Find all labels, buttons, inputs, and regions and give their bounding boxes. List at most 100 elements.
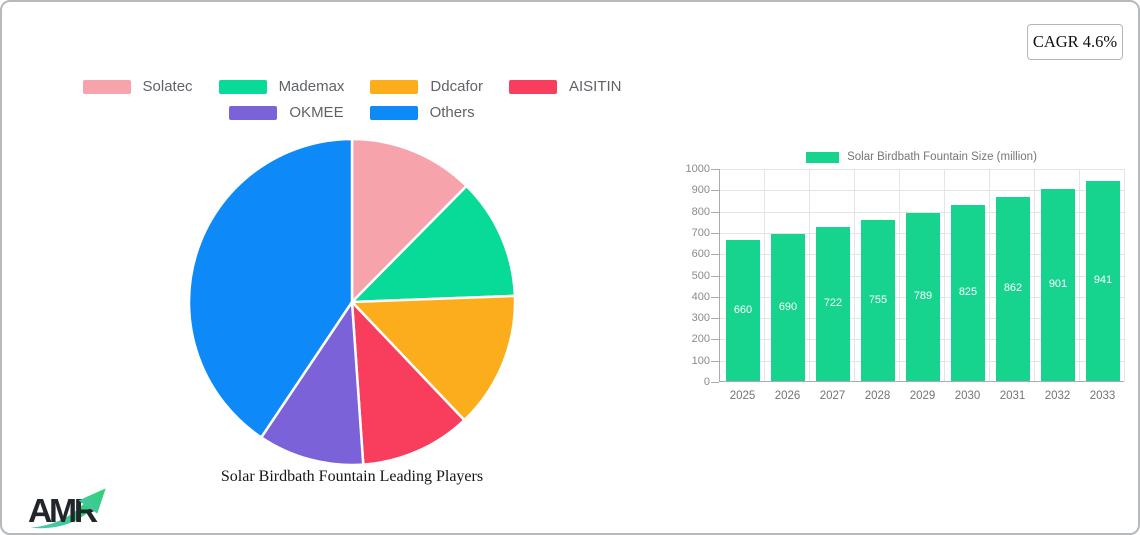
legend-row: OKMEE Others — [229, 104, 475, 121]
legend-label: AISITIN — [568, 78, 622, 95]
legend-swatch — [508, 79, 557, 94]
pie-slice-mademax — [350, 184, 517, 304]
legend-item-solatec: Solatec — [82, 78, 193, 95]
bar-2029: 789 — [906, 213, 940, 381]
y-axis-tick-label: 300 — [691, 312, 710, 324]
legend-swatch — [229, 105, 278, 120]
x-axis-tick-label: 2033 — [1089, 390, 1116, 402]
bar-value-label: 690 — [778, 301, 798, 313]
y-axis-tick-label: 700 — [691, 227, 710, 239]
bar-2026: 690 — [771, 234, 805, 381]
gridline-vertical — [764, 169, 765, 381]
cagr-label: CAGR 4.6% — [1032, 32, 1118, 51]
bar-legend-swatch — [806, 151, 840, 163]
pie-slice-aisitin — [350, 300, 466, 466]
x-axis-tick-label: 2030 — [954, 390, 981, 402]
gridline-vertical — [809, 169, 810, 381]
legend-item-aisitin: AISITIN — [508, 78, 622, 95]
gridline-vertical — [1079, 169, 1080, 381]
pie-chart-title: Solar Birdbath Fountain Leading Players — [220, 468, 484, 485]
pie-chart — [186, 136, 518, 468]
pie-slice-okmee — [259, 300, 365, 467]
bar-2027: 722 — [816, 227, 850, 381]
y-axis-tick-label: 600 — [691, 248, 710, 260]
x-axis-tick-label: 2025 — [729, 390, 756, 402]
y-axis-tick — [711, 233, 719, 234]
y-axis-tick — [711, 169, 719, 170]
legend-swatch — [218, 79, 267, 94]
x-axis-tick-label: 2028 — [864, 390, 891, 402]
bar-value-label: 941 — [1093, 274, 1113, 286]
bar-2033: 941 — [1086, 181, 1120, 381]
y-axis-tick-label: 500 — [691, 270, 710, 282]
legend-item-others: Others — [369, 104, 475, 121]
bar-legend-label: Solar Birdbath Fountain Size (million) — [847, 151, 1037, 163]
bar-2032: 901 — [1041, 189, 1075, 381]
x-axis-tick-label: 2027 — [819, 390, 846, 402]
gridline-vertical — [899, 169, 900, 381]
bar-value-label: 789 — [913, 290, 933, 302]
x-axis-tick-label: 2029 — [909, 390, 936, 402]
gridline-vertical — [1034, 169, 1035, 381]
legend-label: Ddcafor — [430, 78, 483, 95]
pie-slice-solatec — [350, 137, 468, 304]
cagr-badge: CAGR 4.6% — [1027, 24, 1123, 60]
gridline-vertical — [1124, 169, 1125, 381]
bar-value-label: 862 — [1003, 282, 1023, 294]
bar-chart-legend: Solar Birdbath Fountain Size (million) — [719, 151, 1124, 163]
y-axis-tick — [711, 254, 719, 255]
legend-swatch — [370, 79, 419, 94]
legend-swatch — [369, 105, 418, 120]
bar-value-label: 660 — [733, 304, 753, 316]
bar-value-label: 722 — [823, 297, 843, 309]
bar-chart: Solar Birdbath Fountain Size (million) 0… — [686, 146, 1138, 416]
pie-slice-others — [187, 137, 354, 439]
y-axis-tick-label: 0 — [703, 376, 710, 388]
legend-label: OKMEE — [289, 104, 344, 121]
x-axis-tick-label: 2032 — [1044, 390, 1071, 402]
legend-item-okmee: OKMEE — [229, 104, 344, 121]
y-axis-tick-label: 200 — [691, 333, 710, 345]
bar-2030: 825 — [951, 205, 985, 381]
gridline-vertical — [944, 169, 945, 381]
legend-swatch — [82, 79, 131, 94]
gridline-vertical — [854, 169, 855, 381]
bar-value-label: 901 — [1048, 278, 1068, 290]
bar-2025: 660 — [726, 240, 760, 381]
gridline-horizontal — [720, 169, 1124, 170]
pie-svg — [187, 137, 517, 467]
y-axis-tick-label: 100 — [691, 355, 710, 367]
legend-item-mademax: Mademax — [218, 78, 345, 95]
legend-label: Others — [429, 104, 475, 121]
bar-2031: 862 — [996, 197, 1030, 381]
bar-value-label: 825 — [958, 286, 978, 298]
x-axis-tick-label: 2031 — [999, 390, 1026, 402]
gridline-horizontal — [720, 190, 1124, 191]
bar-value-label: 755 — [868, 294, 888, 306]
x-axis-tick-label: 2026 — [774, 390, 801, 402]
legend-label: Mademax — [278, 78, 345, 95]
y-axis-tick-label: 400 — [691, 291, 710, 303]
y-axis-tick — [711, 276, 719, 277]
legend-label: Solatec — [142, 78, 193, 95]
legend-item-ddcafor: Ddcafor — [370, 78, 483, 95]
y-axis-tick — [711, 318, 719, 319]
y-axis-tick-label: 800 — [691, 206, 710, 218]
y-axis-tick — [711, 212, 719, 213]
gridline-vertical — [989, 169, 990, 381]
bar-plot-area: 0 100 200 300 400 500 600 700 800 900 1000 660 2025 6… — [686, 163, 1125, 402]
pie-slice-ddcafor — [350, 294, 517, 422]
gridline-horizontal — [720, 212, 1124, 213]
legend-row: Solatec Mademax Ddcafor AISITIN — [82, 78, 622, 95]
pie-legend: Solatec Mademax Ddcafor AISITIN OKMEE Others — [42, 78, 662, 121]
y-axis-tick-label: 900 — [691, 184, 710, 196]
amr-logo: AMR — [28, 488, 106, 530]
y-axis-tick-label: 1000 — [685, 163, 710, 175]
bar-2028: 755 — [861, 220, 895, 381]
y-axis-tick — [711, 339, 719, 340]
logo-arrow-head — [78, 488, 106, 514]
y-axis-tick — [711, 382, 719, 383]
y-axis-tick — [711, 190, 719, 191]
y-axis-tick — [711, 361, 719, 362]
